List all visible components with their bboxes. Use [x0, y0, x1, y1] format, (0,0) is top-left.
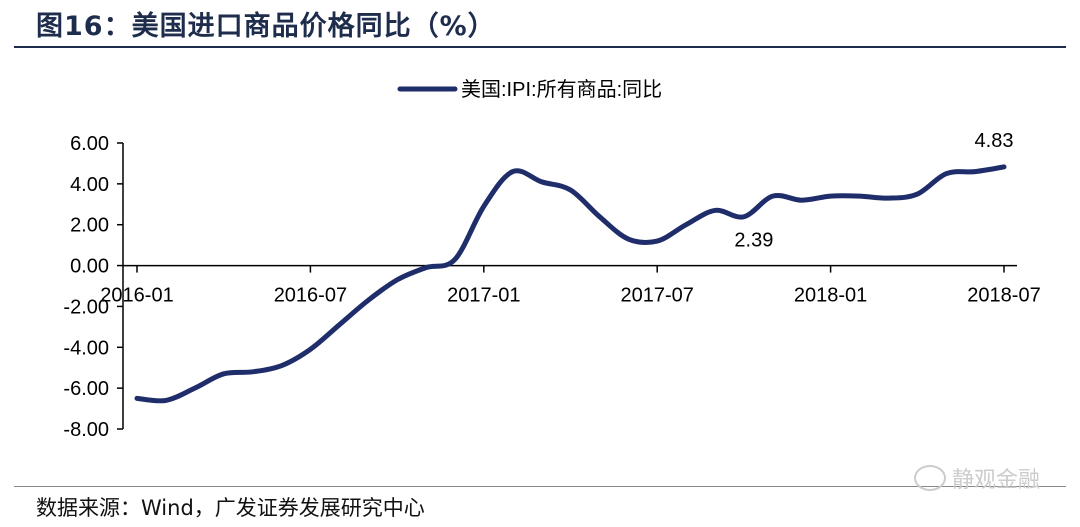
- y-tick-label: 4.00: [70, 174, 109, 196]
- source-note: 数据来源：Wind，广发证券发展研究中心: [36, 496, 425, 520]
- legend-label: 美国:IPI:所有商品:同比: [461, 78, 662, 101]
- y-tick-label: 2.00: [70, 215, 109, 237]
- y-tick-label: 0.00: [70, 256, 109, 278]
- figure-title: 图16：美国进口商品价格同比（%）: [36, 11, 496, 42]
- watermark-text: 静观金融: [951, 468, 1040, 493]
- y-tick-label: -2.00: [63, 296, 109, 318]
- data-label: 4.83: [975, 130, 1014, 152]
- y-tick-label: -6.00: [63, 378, 109, 400]
- x-tick-label: 2018-01: [794, 285, 867, 307]
- y-tick-label: 6.00: [70, 133, 109, 155]
- footer-rule: [14, 486, 1066, 487]
- title-rule: [14, 46, 1066, 48]
- x-tick-label: 2016-07: [274, 285, 347, 307]
- x-tick-label: 2018-07: [967, 285, 1040, 307]
- wechat-icon: [913, 465, 946, 491]
- data-label: 2.39: [734, 230, 773, 252]
- watermark: 静观金融: [913, 462, 1040, 494]
- y-tick-label: -8.00: [63, 419, 109, 441]
- x-tick-label: 2017-07: [620, 285, 693, 307]
- y-tick-label: -4.00: [63, 337, 109, 359]
- series-line: [134, 164, 1007, 404]
- x-tick-label: 2016-01: [100, 285, 173, 307]
- x-tick-label: 2017-01: [447, 285, 520, 307]
